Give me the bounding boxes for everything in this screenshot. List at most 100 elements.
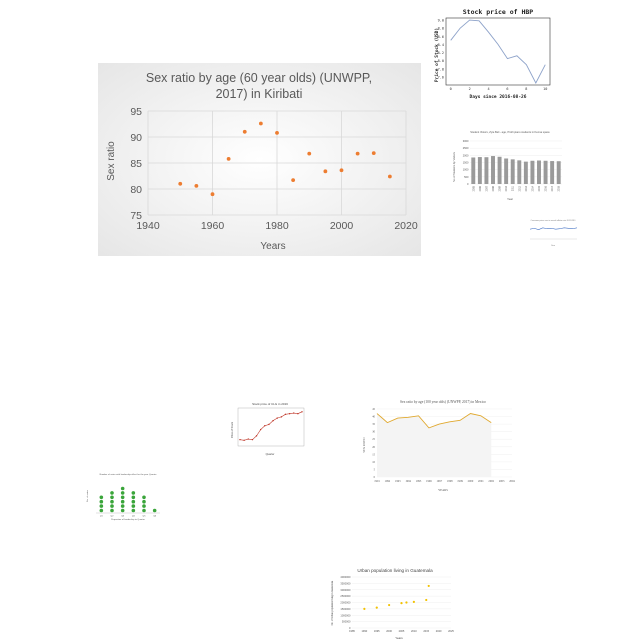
mexico-chart-svg: Sex ratio by age (100 year olds) (UNWPP,… <box>357 393 520 493</box>
kiribati-chart-svg: Sex ratio by age (60 year olds) (UNWPP, … <box>98 63 421 256</box>
x-tick-label: 8 <box>525 87 527 91</box>
y-tick-label: 10 <box>372 461 375 464</box>
x-tick-label: 1995 <box>374 629 380 633</box>
data-point <box>243 439 245 441</box>
data-point <box>178 181 183 186</box>
y-tick-label: 0 <box>349 626 351 630</box>
data-point <box>412 600 415 603</box>
y-tick-label: 40 <box>372 416 375 419</box>
x-tick-label: 2017 <box>551 185 554 191</box>
chart-background <box>98 63 421 256</box>
data-point <box>194 183 199 188</box>
data-point <box>280 416 283 418</box>
data-point <box>120 491 125 495</box>
bar <box>471 157 476 184</box>
gray-y-label: No of Students by Visitors <box>452 151 456 181</box>
gray-bar-chart: Student Vistors, Zyte Beli - age, Profit… <box>450 127 565 202</box>
guatemala-chart-svg: Urban population living in Guatemala 0 50… <box>331 568 454 640</box>
data-point <box>110 508 114 513</box>
bar <box>497 156 502 184</box>
y-tick-label: 0 <box>467 182 469 186</box>
x-tick-label: 2020 <box>436 629 442 633</box>
data-point <box>323 169 328 174</box>
y-tick-label: 75 <box>130 210 142 222</box>
y-tick-label: 15 <box>372 453 375 456</box>
data-point <box>142 504 146 508</box>
bar <box>504 158 509 184</box>
y-tick-label: 90 <box>130 132 142 144</box>
y-tick-label: 8.6 <box>438 35 444 39</box>
chart-title-line2: 2017) in Kiribati <box>216 87 303 101</box>
x-tick-label: 1998 <box>447 480 453 483</box>
x-tick-label: 1940 <box>136 220 160 232</box>
x-tick-label: Q4 <box>132 516 136 518</box>
fiji-x-label: Quarter <box>266 452 275 456</box>
series-line <box>450 19 546 84</box>
data-point <box>427 584 430 588</box>
data-point <box>242 129 247 134</box>
y-tick-label: 1500 <box>463 161 469 165</box>
x-tick-label: 1995 <box>416 480 422 483</box>
x-tick-label: 1993 <box>395 480 401 483</box>
data-point <box>387 174 392 179</box>
mexico-sex-ratio-chart: Sex ratio by age (100 year olds) (UNWPP,… <box>357 393 520 493</box>
data-point <box>142 508 146 513</box>
data-point <box>110 499 114 504</box>
x-tick-label: Q2 <box>111 516 115 518</box>
data-point <box>258 121 263 126</box>
x-tick-label: 2008 <box>492 185 495 191</box>
y-tick-label: 500 <box>464 175 469 179</box>
data-point <box>99 504 104 508</box>
x-tick-label: Q3 <box>121 516 125 518</box>
bar <box>510 159 515 184</box>
data-point <box>251 438 254 441</box>
tiny-chart-svg: Consumer prices rose in annual inflation… <box>529 219 578 247</box>
data-point <box>284 413 287 416</box>
y-tick-label: 35 <box>372 423 375 426</box>
data-point <box>375 606 378 609</box>
x-tick-label: 2010 <box>505 185 508 191</box>
data-point <box>255 435 258 437</box>
data-point <box>301 411 303 413</box>
y-tick-label: 1000 <box>463 168 469 172</box>
data-point <box>210 192 215 197</box>
y-tick-label: 2500000 <box>340 594 351 598</box>
data-point <box>120 508 125 513</box>
y-tick-label: 20 <box>372 446 375 449</box>
x-tick-label: 10 <box>543 87 547 91</box>
hbp-stock-chart: Stock price of HBP 7.6 7.8 8.0 8.2 8.4 8.6 8.8… <box>430 5 555 100</box>
x-tick-label: 2005 <box>472 185 475 191</box>
gray-title: Student Vistors, Zyte Beli - age, Profit… <box>470 130 550 134</box>
x-tick-label: 4 <box>487 87 489 91</box>
tiny-x-label: Year <box>551 245 555 247</box>
x-tick-label: 1994 <box>405 480 411 483</box>
data-point <box>293 412 295 414</box>
guatemala-title: Urban population living in Guatemala <box>357 568 433 573</box>
x-tick-label: Q6 <box>153 516 157 518</box>
y-tick-label: 3000 <box>463 139 469 143</box>
y-tick-label: 3000000 <box>340 588 351 592</box>
x-tick-label: 2011 <box>512 185 515 191</box>
data-point <box>239 438 241 441</box>
y-tick-label: 30 <box>372 431 375 434</box>
y-tick-label: 45 <box>372 408 375 411</box>
data-point <box>297 413 299 415</box>
x-tick-label: 2003 <box>499 480 505 483</box>
y-tick-label: 8.0 <box>438 59 444 63</box>
x-tick-label: 1991 <box>374 480 380 483</box>
y-axis-label: Sex ratio <box>106 141 117 181</box>
y-tick-label: 500000 <box>342 620 351 624</box>
green-y-label: No. of votes <box>86 489 89 502</box>
data-point <box>110 504 114 508</box>
data-point <box>131 508 136 513</box>
data-point <box>339 168 344 173</box>
data-point <box>388 603 391 607</box>
bar <box>537 160 541 184</box>
tiny-title: Consumer prices rose in annual inflation… <box>531 219 576 222</box>
x-tick-label: 2025 <box>448 629 454 633</box>
x-tick-label: 2010 <box>411 629 417 633</box>
y-tick-label: 9.0 <box>438 19 444 23</box>
data-point <box>288 413 291 415</box>
data-point <box>355 151 360 156</box>
y-tick-label: 5 <box>374 468 376 471</box>
